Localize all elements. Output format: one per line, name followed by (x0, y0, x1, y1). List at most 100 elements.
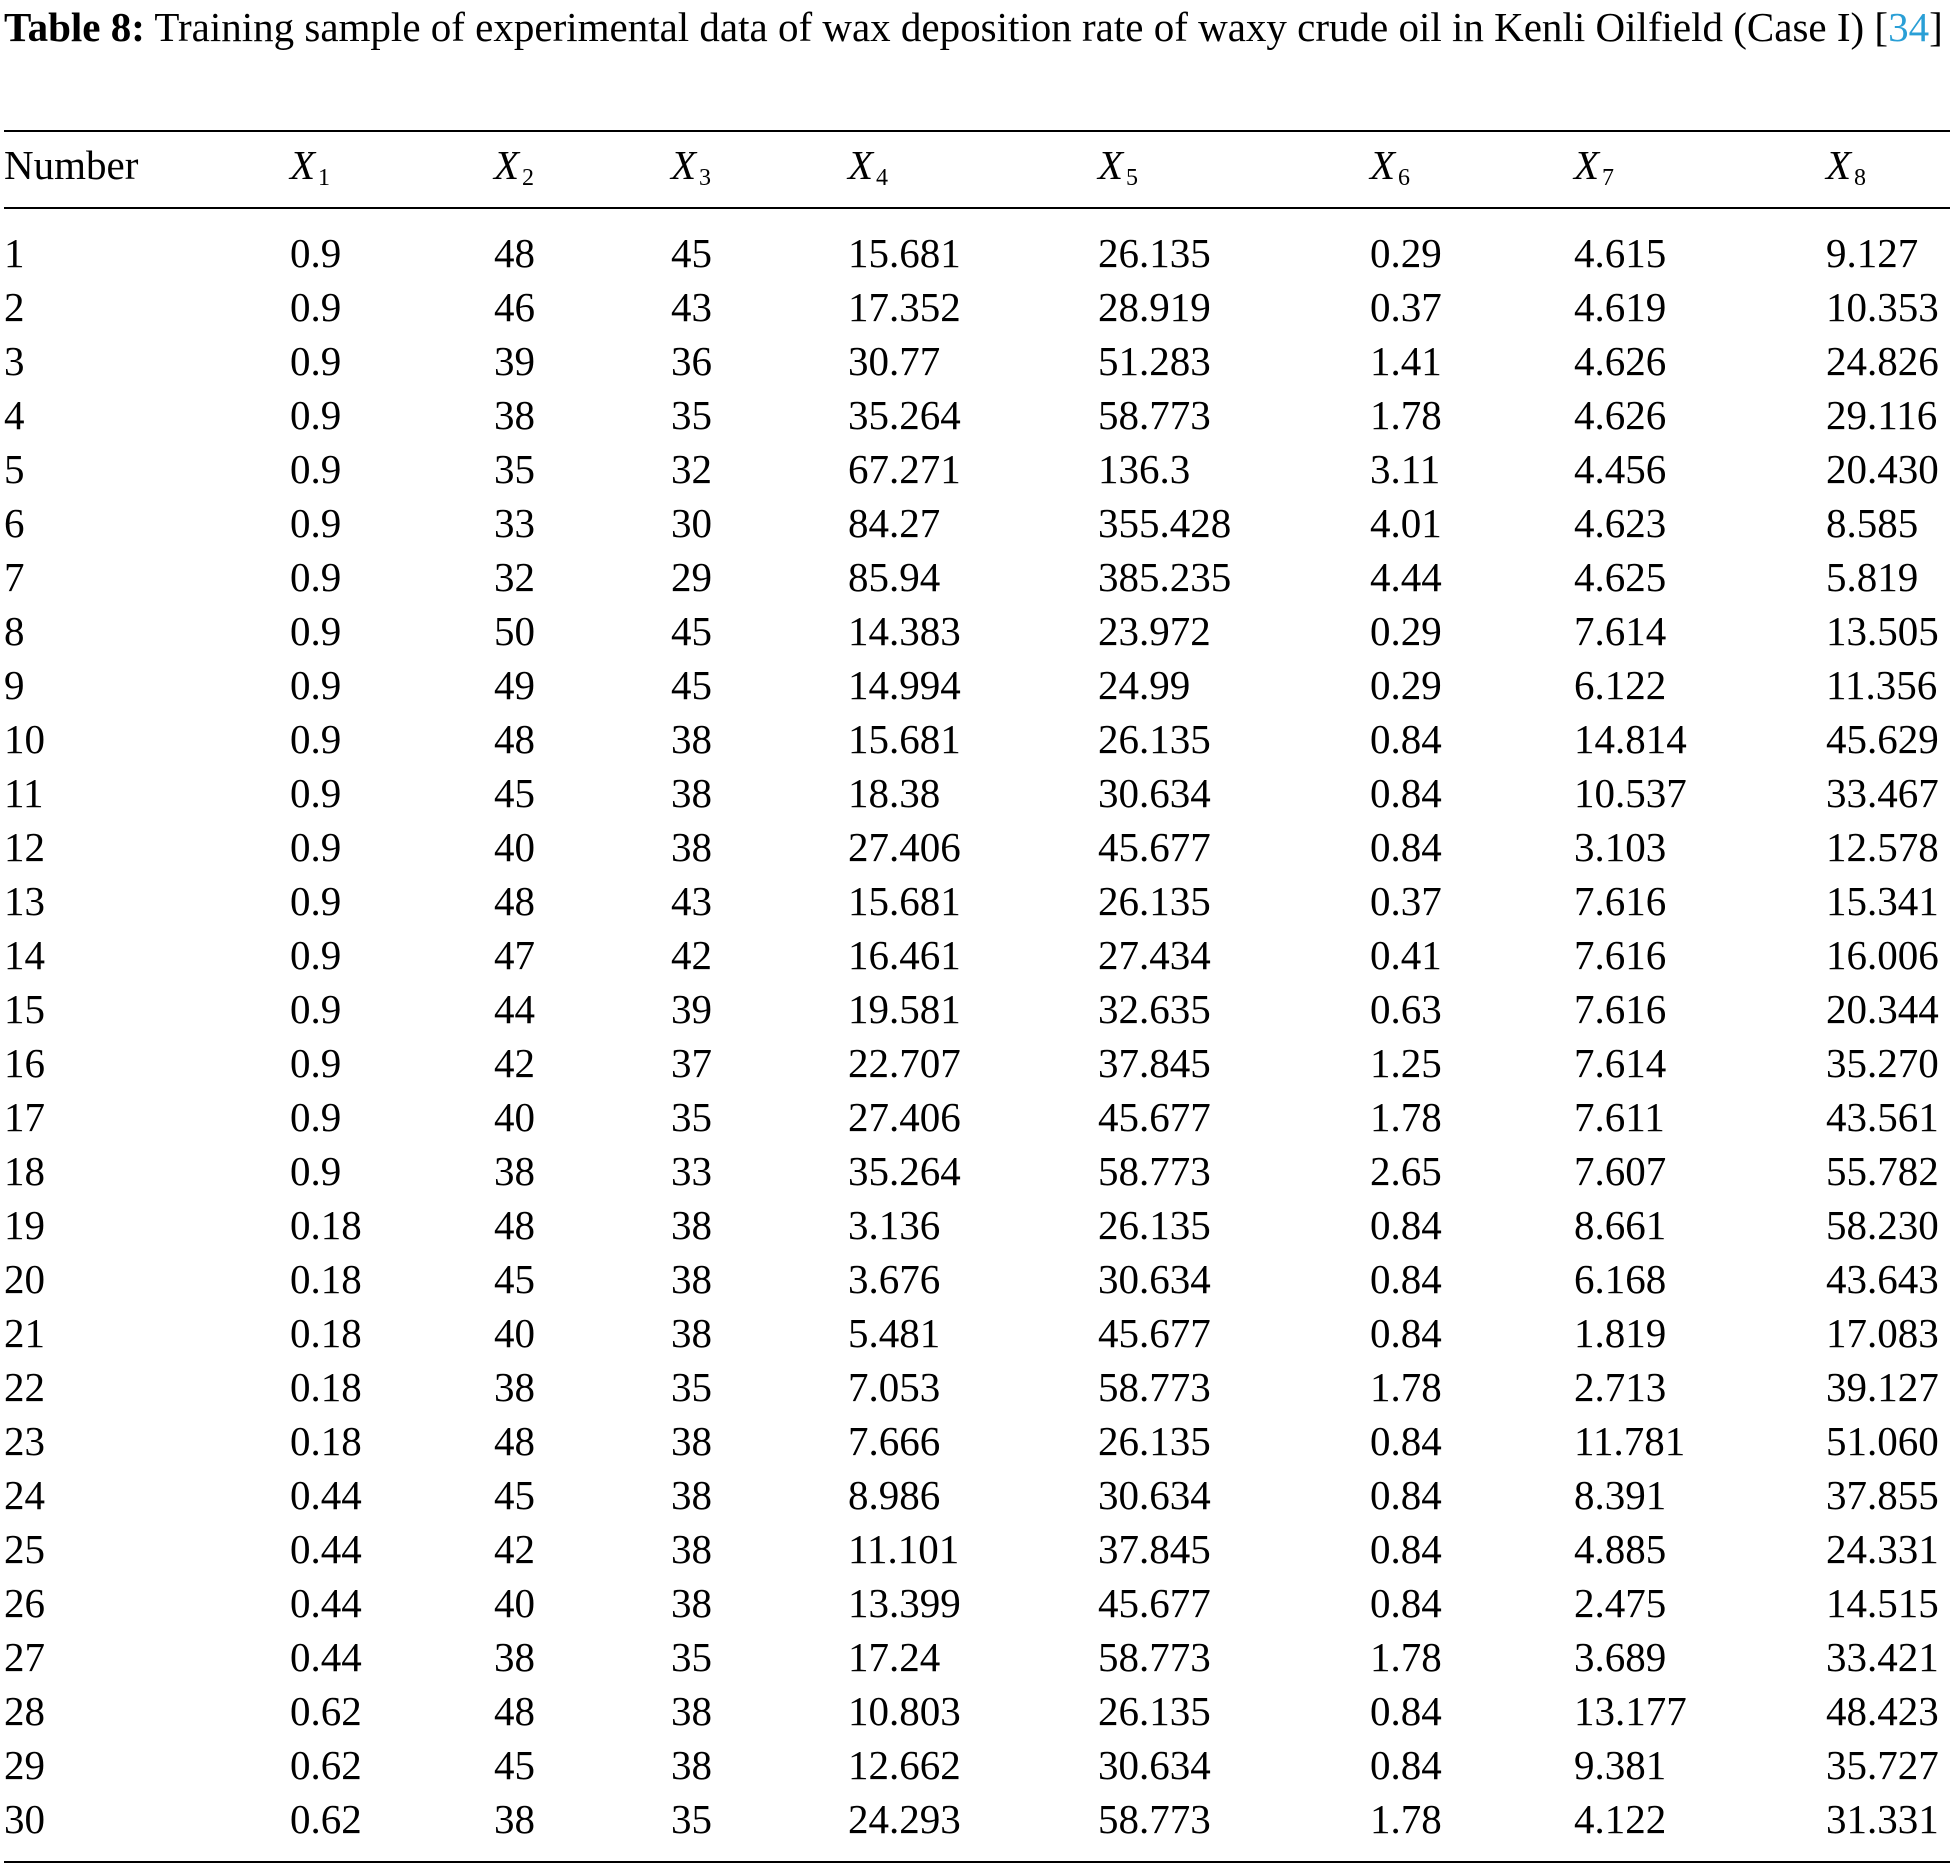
data-cell-x5: 45.677 (1098, 1580, 1211, 1626)
data-cell-x2: 39 (494, 338, 535, 384)
data-cell-x1: 0.9 (290, 716, 342, 762)
data-cell-x2: 40 (494, 824, 535, 870)
data-cell-x6: 0.84 (1370, 1580, 1442, 1626)
data-cell-x3: 32 (671, 446, 712, 492)
data-cell-x6: 0.63 (1370, 986, 1442, 1032)
data-cell-x3: 35 (671, 1094, 712, 1140)
data-cell-x1: 0.9 (290, 986, 342, 1032)
data-cell-x5: 58.773 (1098, 1634, 1211, 1680)
data-cell-x5: 58.773 (1098, 1796, 1211, 1842)
data-cell-x7: 7.611 (1574, 1094, 1665, 1140)
row-number-cell: 30 (4, 1796, 45, 1842)
data-cell-x5: 136.3 (1098, 446, 1191, 492)
data-cell-x2: 32 (494, 554, 535, 600)
data-cell-x8: 58.230 (1826, 1202, 1939, 1248)
row-number-cell: 3 (4, 338, 25, 384)
data-cell-x6: 0.29 (1370, 662, 1442, 708)
row-number-cell: 12 (4, 824, 45, 870)
data-cell-x4: 14.994 (848, 662, 961, 708)
data-cell-x5: 45.677 (1098, 1094, 1211, 1140)
table-row: 12 0.9 40 38 27.406 45.677 0.84 3.103 12.578 (0, 820, 1955, 874)
data-cell-x8: 55.782 (1826, 1148, 1939, 1194)
data-cell-x3: 38 (671, 1418, 712, 1464)
data-cell-x8: 48.423 (1826, 1688, 1939, 1734)
table-header-rule (4, 207, 1950, 209)
data-cell-x6: 1.78 (1370, 1094, 1442, 1140)
header-number: Number (4, 142, 139, 188)
data-cell-x7: 4.122 (1574, 1796, 1667, 1842)
data-cell-x7: 2.713 (1574, 1364, 1667, 1410)
data-cell-x4: 13.399 (848, 1580, 961, 1626)
data-cell-x7: 4.456 (1574, 446, 1667, 492)
data-cell-x6: 0.29 (1370, 608, 1442, 654)
data-cell-x1: 0.9 (290, 932, 342, 978)
data-cell-x7: 8.391 (1574, 1472, 1667, 1518)
row-number-cell: 24 (4, 1472, 45, 1518)
data-cell-x7: 3.689 (1574, 1634, 1667, 1680)
row-number-cell: 13 (4, 878, 45, 924)
citation-link[interactable]: 34 (1888, 4, 1930, 50)
data-cell-x7: 7.616 (1574, 878, 1667, 924)
table-row: 8 0.9 50 45 14.383 23.972 0.29 7.614 13.505 (0, 604, 1955, 658)
data-cell-x5: 30.634 (1098, 1742, 1211, 1788)
table-row: 30 0.62 38 35 24.293 58.773 1.78 4.122 31.331 (0, 1792, 1955, 1846)
table-row: 29 0.62 45 38 12.662 30.634 0.84 9.381 35.727 (0, 1738, 1955, 1792)
data-cell-x7: 7.616 (1574, 932, 1667, 978)
table-row: 2 0.9 46 43 17.352 28.919 0.37 4.619 10.353 (0, 280, 1955, 334)
data-cell-x8: 43.643 (1826, 1256, 1939, 1302)
data-cell-x6: 0.37 (1370, 284, 1442, 330)
data-cell-x6: 0.84 (1370, 1526, 1442, 1572)
data-cell-x1: 0.44 (290, 1526, 362, 1572)
data-cell-x5: 385.235 (1098, 554, 1232, 600)
data-cell-x6: 0.84 (1370, 716, 1442, 762)
table-row: 20 0.18 45 38 3.676 30.634 0.84 6.168 43.643 (0, 1252, 1955, 1306)
data-cell-x6: 1.78 (1370, 1364, 1442, 1410)
table-row: 9 0.9 49 45 14.994 24.99 0.29 6.122 11.356 (0, 658, 1955, 712)
data-cell-x3: 38 (671, 1580, 712, 1626)
data-cell-x6: 0.84 (1370, 824, 1442, 870)
data-cell-x4: 19.581 (848, 986, 961, 1032)
data-cell-x5: 26.135 (1098, 1418, 1211, 1464)
data-cell-x4: 7.666 (848, 1418, 941, 1464)
data-cell-x1: 0.62 (290, 1688, 362, 1734)
data-cell-x4: 7.053 (848, 1364, 941, 1410)
data-cell-x1: 0.9 (290, 230, 342, 276)
data-cell-x3: 38 (671, 1310, 712, 1356)
data-cell-x1: 0.9 (290, 824, 342, 870)
data-cell-x6: 0.84 (1370, 770, 1442, 816)
data-cell-x8: 12.578 (1826, 824, 1939, 870)
data-cell-x5: 26.135 (1098, 1688, 1211, 1734)
caption-text-end: ] (1929, 4, 1943, 50)
data-cell-x1: 0.9 (290, 608, 342, 654)
data-cell-x8: 35.270 (1826, 1040, 1939, 1086)
row-number-cell: 4 (4, 392, 25, 438)
data-cell-x1: 0.18 (290, 1364, 362, 1410)
data-cell-x6: 1.78 (1370, 392, 1442, 438)
data-cell-x3: 33 (671, 1148, 712, 1194)
data-cell-x5: 23.972 (1098, 608, 1211, 654)
data-cell-x6: 1.78 (1370, 1796, 1442, 1842)
data-cell-x4: 17.352 (848, 284, 961, 330)
data-cell-x3: 38 (671, 1688, 712, 1734)
data-cell-x4: 3.136 (848, 1202, 941, 1248)
data-cell-x5: 45.677 (1098, 1310, 1211, 1356)
table-row: 24 0.44 45 38 8.986 30.634 0.84 8.391 37.855 (0, 1468, 1955, 1522)
data-cell-x3: 35 (671, 1634, 712, 1680)
data-cell-x5: 58.773 (1098, 1148, 1211, 1194)
row-number-cell: 6 (4, 500, 25, 546)
row-number-cell: 1 (4, 230, 25, 276)
data-cell-x6: 4.01 (1370, 500, 1442, 546)
data-cell-x1: 0.9 (290, 1094, 342, 1140)
data-cell-x8: 29.116 (1826, 392, 1938, 438)
data-cell-x5: 30.634 (1098, 770, 1211, 816)
data-cell-x7: 4.615 (1574, 230, 1667, 276)
data-cell-x3: 38 (671, 1742, 712, 1788)
data-cell-x8: 20.430 (1826, 446, 1939, 492)
data-cell-x7: 9.381 (1574, 1742, 1667, 1788)
table-row: 18 0.9 38 33 35.264 58.773 2.65 7.607 55.782 (0, 1144, 1955, 1198)
data-cell-x2: 42 (494, 1526, 535, 1572)
data-cell-x2: 40 (494, 1310, 535, 1356)
